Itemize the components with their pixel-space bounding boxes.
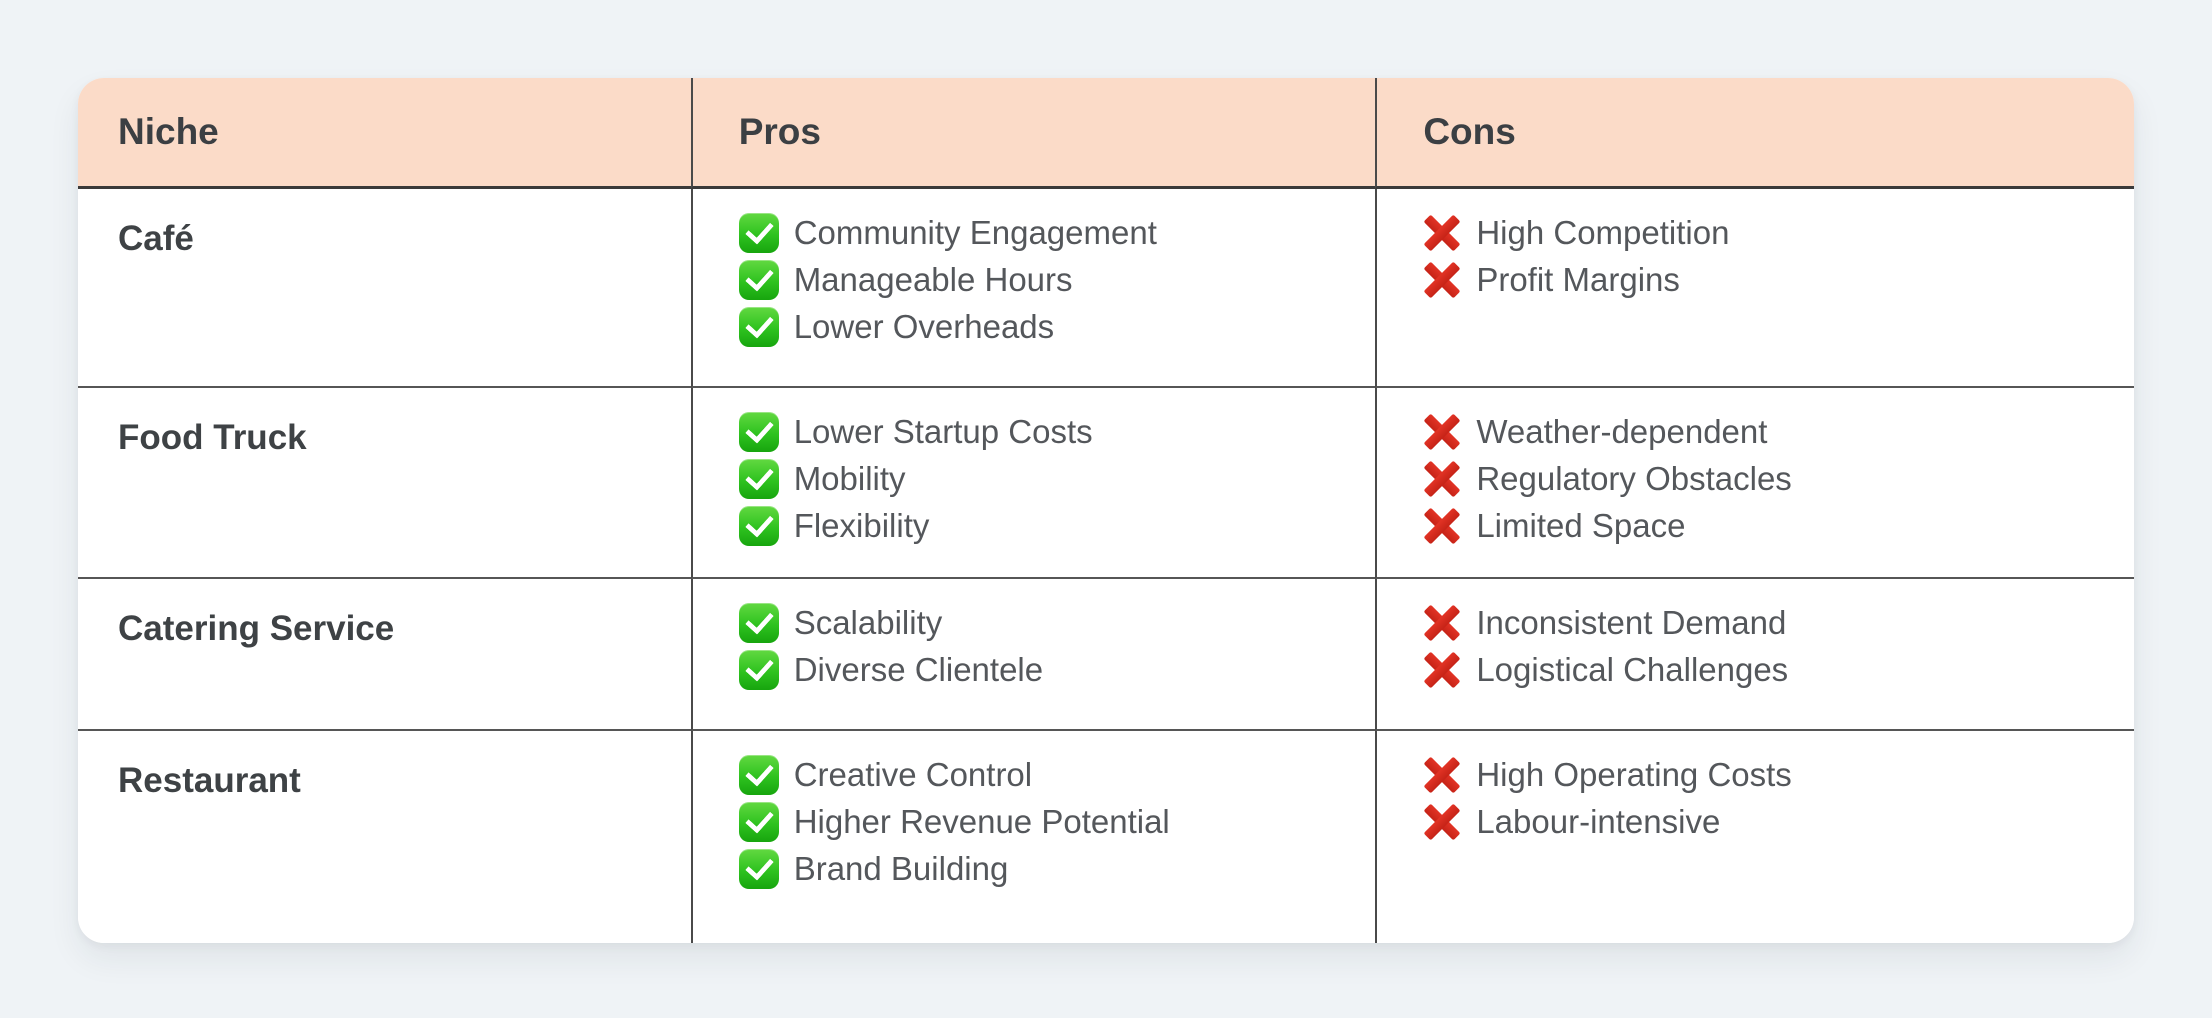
- con-item-label: Limited Space: [1476, 506, 1686, 544]
- check-icon: [738, 602, 779, 643]
- niche-cell: Restaurant: [78, 731, 691, 943]
- niche-label: Food Truck: [118, 418, 307, 457]
- cons-cell: High Operating Costs Labour-intensive: [1375, 731, 2134, 943]
- con-item: Inconsistent Demand: [1423, 599, 2114, 646]
- table-header-row: Niche Pros Cons: [78, 78, 2134, 189]
- niche-comparison-table: Niche Pros Cons Café Community Engagement…: [78, 78, 2134, 943]
- pro-item-label: Creative Control: [793, 755, 1033, 793]
- niche-cell: Café: [78, 189, 691, 388]
- pro-item-label: Flexibility: [793, 506, 930, 544]
- check-icon: [738, 458, 779, 499]
- table-row: Catering Service Scalability Diverse Clien…: [78, 579, 2134, 731]
- niche-label: Catering Service: [118, 609, 395, 648]
- niche-cell: Food Truck: [78, 388, 691, 579]
- cross-icon: [1423, 261, 1461, 299]
- pro-item-label: Mobility: [793, 459, 906, 497]
- table-row: Restaurant Creative Control Higher Revenue…: [78, 731, 2134, 943]
- con-item: Regulatory Obstacles: [1423, 455, 2114, 502]
- pro-item: Creative Control: [738, 751, 1356, 798]
- check-icon: [738, 411, 779, 452]
- column-header-niche: Niche: [78, 78, 691, 189]
- con-item-label: High Competition: [1476, 213, 1730, 251]
- table-body: Café Community Engagement Manageable Hours…: [78, 189, 2134, 943]
- pros-cell: Community Engagement Manageable Hours Lowe…: [690, 189, 1376, 388]
- pro-item-label: Lower Overheads: [793, 307, 1055, 345]
- check-icon: [738, 801, 779, 842]
- pro-item: Mobility: [738, 455, 1356, 502]
- cross-icon: [1423, 460, 1461, 498]
- pro-item-label: Brand Building: [793, 849, 1009, 887]
- pro-item-label: Community Engagement: [793, 213, 1157, 251]
- cross-icon: [1423, 604, 1461, 642]
- con-item: High Operating Costs: [1423, 751, 2114, 798]
- pro-item: Community Engagement: [738, 209, 1356, 256]
- pro-item: Lower Overheads: [738, 303, 1356, 350]
- pro-item: Lower Startup Costs: [738, 408, 1356, 455]
- pro-item-label: Higher Revenue Potential: [793, 802, 1170, 840]
- con-item-label: Labour-intensive: [1476, 802, 1721, 840]
- pro-item-label: Lower Startup Costs: [793, 412, 1093, 450]
- cross-icon: [1423, 756, 1461, 794]
- pros-cell: Lower Startup Costs Mobility Flexibility: [690, 388, 1376, 579]
- comparison-table-card: Niche Pros Cons Café Community Engagement…: [78, 78, 2134, 943]
- pro-item: Manageable Hours: [738, 256, 1356, 303]
- check-icon: [738, 505, 779, 546]
- check-icon: [738, 754, 779, 795]
- table-row: Food Truck Lower Startup Costs Mobility Fle…: [78, 388, 2134, 579]
- pro-item-label: Diverse Clientele: [793, 650, 1044, 688]
- con-item-label: Weather-dependent: [1476, 412, 1768, 450]
- cross-icon: [1423, 803, 1461, 841]
- niche-label: Café: [118, 219, 194, 258]
- niche-cell: Catering Service: [78, 579, 691, 731]
- pro-item-label: Manageable Hours: [793, 260, 1073, 298]
- pros-cell: Creative Control Higher Revenue Potential…: [690, 731, 1376, 943]
- check-icon: [738, 848, 779, 889]
- column-header-pros: Pros: [690, 78, 1376, 189]
- check-icon: [738, 649, 779, 690]
- pro-item: Diverse Clientele: [738, 646, 1356, 693]
- pro-item: Flexibility: [738, 502, 1356, 549]
- con-item-label: High Operating Costs: [1476, 755, 1792, 793]
- pro-item-label: Scalability: [793, 603, 943, 641]
- check-icon: [738, 259, 779, 300]
- con-item: Profit Margins: [1423, 256, 2114, 303]
- pro-item: Higher Revenue Potential: [738, 798, 1356, 845]
- check-icon: [738, 212, 779, 253]
- cons-cell: High Competition Profit Margins: [1375, 189, 2134, 388]
- cross-icon: [1423, 507, 1461, 545]
- con-item-label: Logistical Challenges: [1476, 650, 1789, 688]
- con-item: Weather-dependent: [1423, 408, 2114, 455]
- con-item: Labour-intensive: [1423, 798, 2114, 845]
- table-row: Café Community Engagement Manageable Hours…: [78, 189, 2134, 388]
- pros-cell: Scalability Diverse Clientele: [690, 579, 1376, 731]
- con-item: Logistical Challenges: [1423, 646, 2114, 693]
- cons-cell: Weather-dependent Regulatory Obstacles Lim…: [1375, 388, 2134, 579]
- niche-label: Restaurant: [118, 761, 301, 800]
- check-icon: [738, 306, 779, 347]
- cross-icon: [1423, 413, 1461, 451]
- pro-item: Scalability: [738, 599, 1356, 646]
- cons-cell: Inconsistent Demand Logistical Challenges: [1375, 579, 2134, 731]
- cross-icon: [1423, 214, 1461, 252]
- pro-item: Brand Building: [738, 845, 1356, 892]
- con-item-label: Profit Margins: [1476, 260, 1680, 298]
- cross-icon: [1423, 651, 1461, 689]
- con-item: Limited Space: [1423, 502, 2114, 549]
- con-item: High Competition: [1423, 209, 2114, 256]
- column-header-cons: Cons: [1375, 78, 2134, 189]
- con-item-label: Regulatory Obstacles: [1476, 459, 1792, 497]
- con-item-label: Inconsistent Demand: [1476, 603, 1787, 641]
